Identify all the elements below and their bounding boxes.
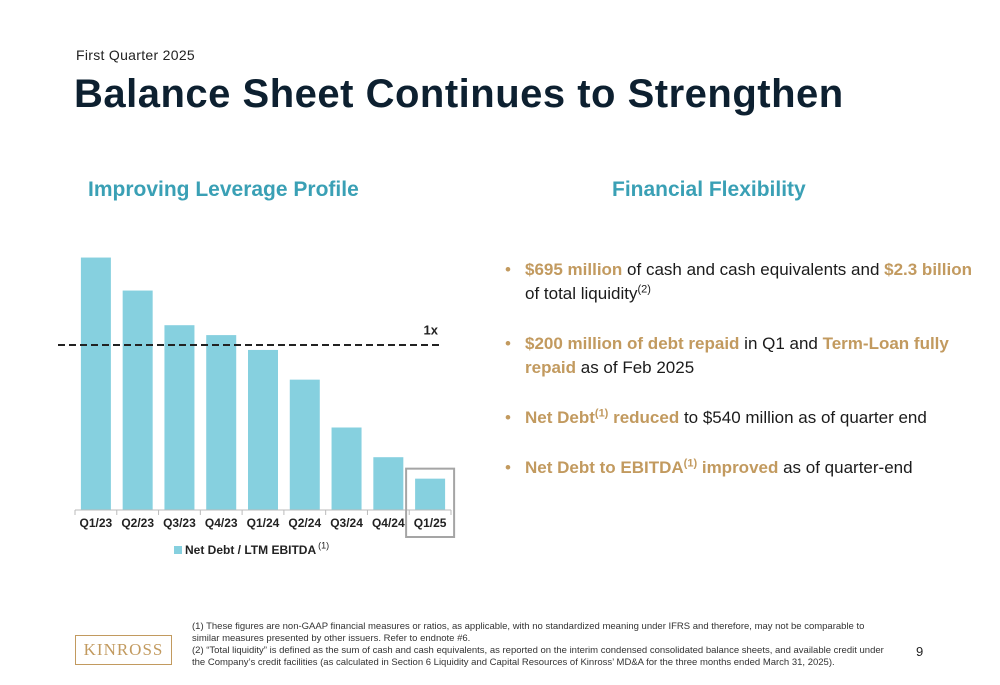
- bullet-text: reduced: [608, 408, 680, 427]
- bullet-text: Net Debt: [525, 408, 595, 427]
- bullet: $695 million of cash and cash equivalent…: [505, 258, 975, 306]
- bar: [206, 335, 237, 510]
- page-number: 9: [916, 644, 924, 659]
- bullet-text: Term-Loan fully repaid: [525, 334, 949, 377]
- x-tick-label: Q4/23: [205, 516, 238, 530]
- bar: [122, 290, 153, 510]
- x-tick-label: Q1/25: [414, 516, 447, 530]
- reference-label: 1x: [424, 322, 439, 337]
- bullet-text: to $540 million as of quarter end: [679, 408, 927, 427]
- bullet: $200 million of debt repaid in Q1 and Te…: [505, 332, 975, 380]
- bullet-text: $695 million: [525, 260, 623, 279]
- bullet-text: $200 million of debt repaid: [525, 334, 740, 353]
- section-heading: Improving Leverage Profile: [88, 178, 359, 201]
- x-tick-label: Q1/23: [80, 516, 113, 530]
- x-tick-label: Q2/24: [288, 516, 321, 530]
- bullet-text: improved: [697, 458, 779, 477]
- legend-label: Net Debt / LTM EBITDA: [185, 543, 316, 557]
- bar: [289, 379, 320, 510]
- bullet-text: of cash and cash equivalents and: [622, 260, 885, 279]
- highlight-box: [405, 467, 456, 538]
- title: Balance Sheet Continues to Strengthen: [74, 72, 844, 116]
- bullet-text: (1): [683, 457, 698, 470]
- bullet-list: $695 million of cash and cash equivalent…: [505, 258, 975, 506]
- footnote: (2) “Total liquidity” is defined as the …: [192, 645, 884, 668]
- section-heading: Financial Flexibility: [612, 178, 806, 201]
- bullet: Net Debt to EBITDA(1) improved as of qua…: [505, 456, 975, 480]
- bullet-text: as of quarter-end: [778, 458, 913, 477]
- x-tick-label: Q1/24: [247, 516, 280, 530]
- bullet-text: in Q1 and: [739, 334, 823, 353]
- bullet: Net Debt(1) reduced to $540 million as o…: [505, 406, 975, 430]
- x-tick-label: Q2/23: [121, 516, 154, 530]
- bar: [415, 478, 446, 510]
- bar: [164, 325, 195, 510]
- legend-note: (1): [318, 540, 329, 550]
- bar: [331, 427, 362, 510]
- bullet-text: $2.3 billion: [884, 260, 972, 279]
- bullet-text: (2): [637, 283, 651, 296]
- x-tick-label: Q4/24: [372, 516, 405, 530]
- bar: [373, 457, 404, 510]
- logo: KINROSS: [75, 635, 172, 665]
- bullet-text: of total liquidity: [525, 284, 638, 303]
- subtitle: First Quarter 2025: [76, 47, 195, 63]
- bar: [80, 257, 111, 510]
- bullet-text: as of Feb 2025: [576, 358, 695, 377]
- bullet-text: (1): [594, 407, 609, 420]
- bar: [248, 349, 278, 510]
- x-tick-label: Q3/24: [330, 516, 363, 530]
- footnote: (1) These figures are non-GAAP financial…: [192, 621, 865, 644]
- x-tick-label: Q3/23: [163, 516, 196, 530]
- bullet-text: Net Debt to EBITDA: [525, 458, 684, 477]
- legend-swatch: [174, 546, 182, 554]
- footnotes: (1) These figures are non-GAAP financial…: [192, 621, 892, 669]
